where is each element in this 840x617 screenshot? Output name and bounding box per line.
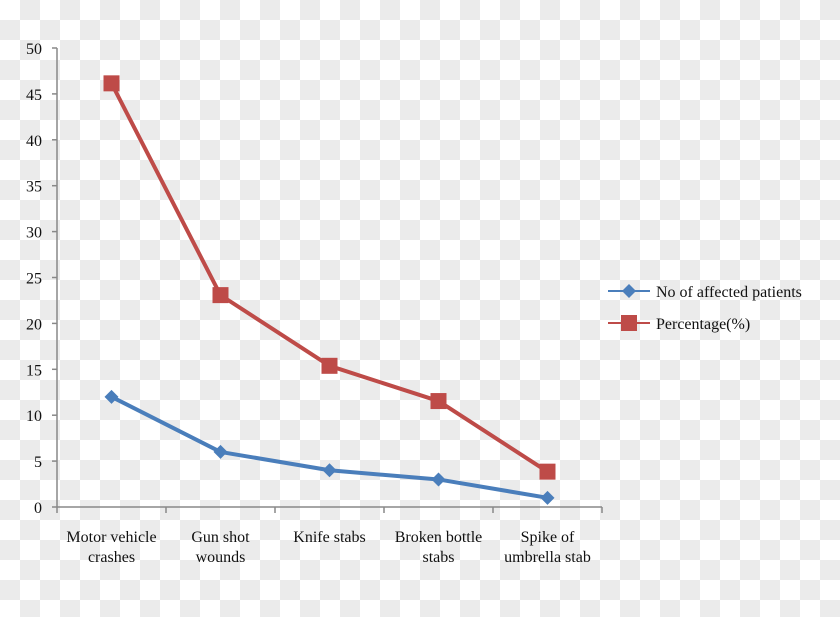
data-point-0 xyxy=(104,389,119,404)
legend-label-0: No of affected patients xyxy=(656,284,802,301)
x-tick-label: Knife stabs xyxy=(293,529,365,546)
y-tick-label: 15 xyxy=(26,362,42,379)
y-tick-label: 45 xyxy=(26,87,42,104)
y-tick-label: 20 xyxy=(26,316,42,333)
data-point-1 xyxy=(212,287,229,304)
y-tick-label: 5 xyxy=(34,454,42,471)
legend-marker-0 xyxy=(622,284,636,298)
series-line-1 xyxy=(109,82,549,474)
legend-label-1: Percentage(%) xyxy=(656,316,750,333)
legend-marker-1 xyxy=(621,315,637,331)
data-point-1 xyxy=(539,463,556,480)
x-tick-label: Broken bottle stabs xyxy=(395,529,483,566)
y-tick-label: 25 xyxy=(26,271,42,288)
data-point-0 xyxy=(431,472,446,487)
y-tick-label: 35 xyxy=(26,179,42,196)
data-point-1 xyxy=(321,357,338,374)
series-line-0 xyxy=(110,395,548,500)
y-tick-label: 0 xyxy=(34,500,42,517)
y-tick-label: 30 xyxy=(26,225,42,242)
y-tick-label: 50 xyxy=(26,41,42,58)
data-point-0 xyxy=(213,444,228,459)
data-point-1 xyxy=(430,393,447,410)
data-point-0 xyxy=(322,463,337,478)
data-point-0 xyxy=(540,490,555,505)
data-point-1 xyxy=(103,75,120,92)
x-tick-label: Motor vehicle crashes xyxy=(66,529,156,566)
x-tick-label: Spike of umbrella stab xyxy=(504,529,591,566)
y-tick-label: 10 xyxy=(26,408,42,425)
x-tick-label: Gun shot wounds xyxy=(191,529,250,566)
y-tick-label: 40 xyxy=(26,133,42,150)
